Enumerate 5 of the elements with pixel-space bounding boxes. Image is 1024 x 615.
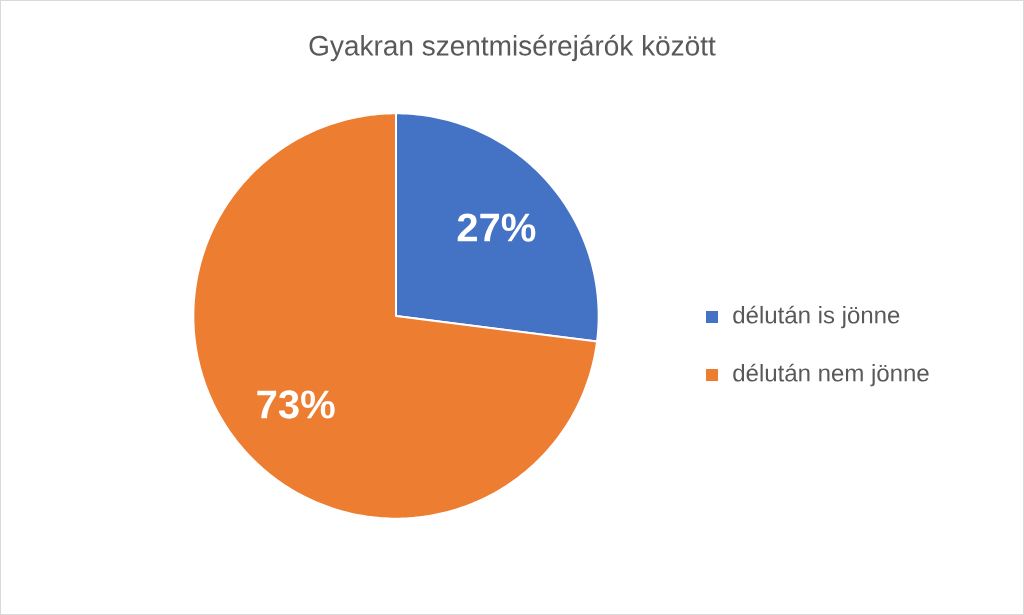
chart-title: Gyakran szentmisérejárók között — [309, 34, 716, 62]
legend-label: délután nem jönne — [733, 363, 929, 387]
data-label: 27% — [457, 213, 536, 242]
data-label: 73% — [257, 390, 335, 419]
legend-label: délután is jönne — [733, 305, 900, 329]
